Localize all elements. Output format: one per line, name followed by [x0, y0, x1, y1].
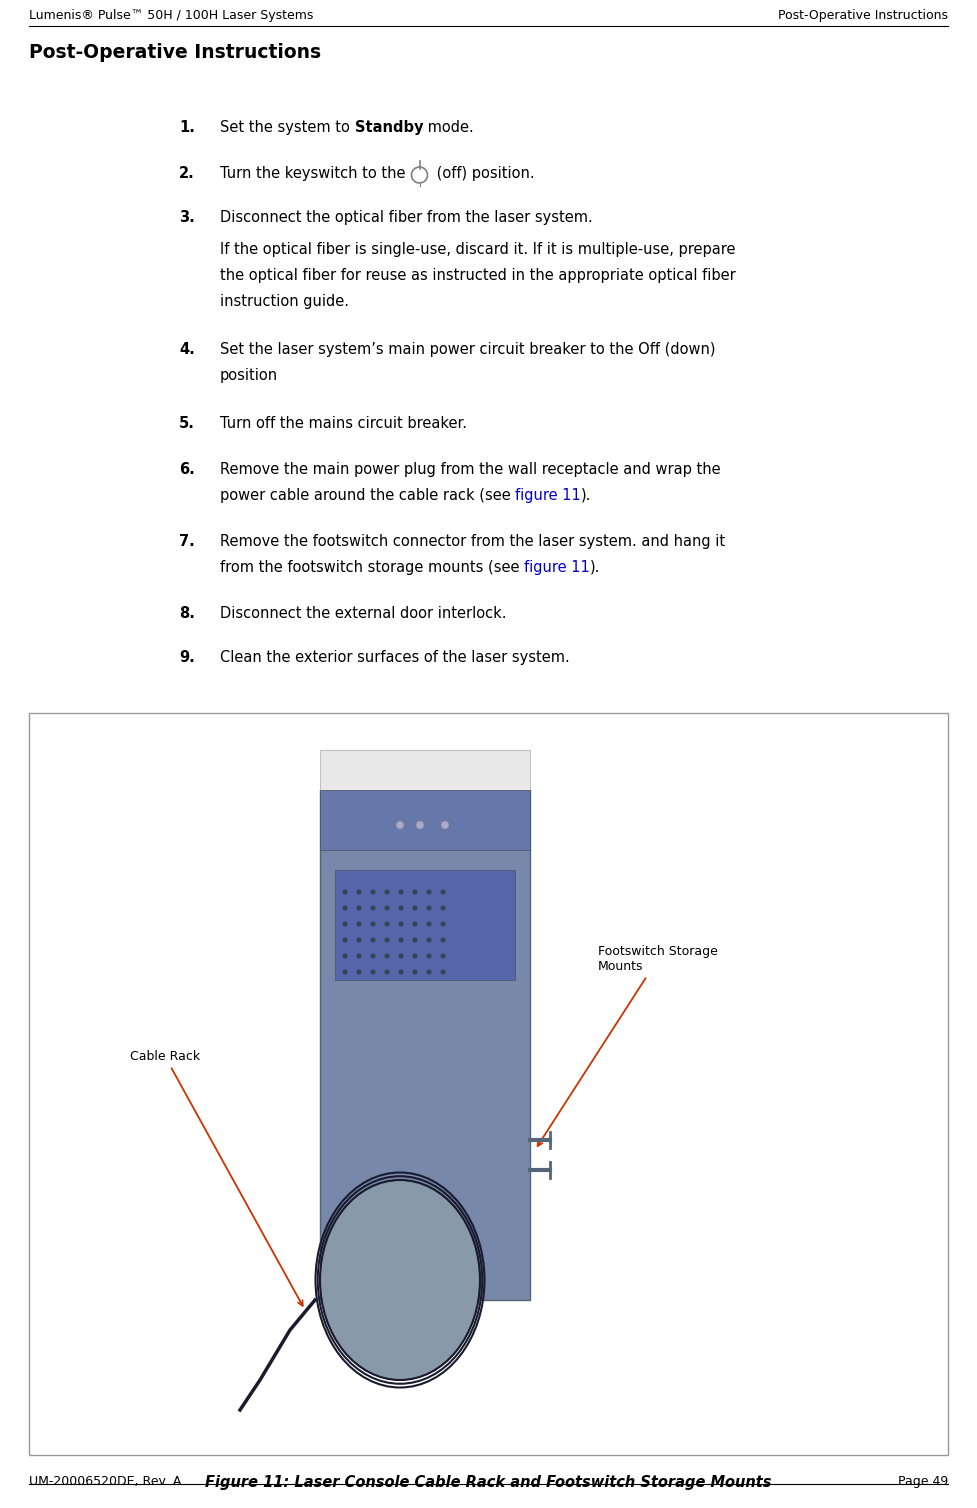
Circle shape: [399, 921, 404, 926]
Circle shape: [357, 938, 361, 942]
Text: Remove the footswitch connector from the laser system. and hang it: Remove the footswitch connector from the…: [220, 534, 725, 549]
Circle shape: [412, 938, 417, 942]
Circle shape: [385, 938, 390, 942]
Circle shape: [441, 890, 446, 894]
Text: 3.: 3.: [179, 210, 195, 225]
Text: Set the system to: Set the system to: [220, 121, 355, 136]
Text: 7.: 7.: [179, 534, 195, 549]
Circle shape: [370, 905, 375, 911]
Circle shape: [385, 905, 390, 911]
Circle shape: [399, 970, 404, 974]
Circle shape: [343, 890, 348, 894]
Text: ).: ).: [581, 489, 591, 504]
Text: ).: ).: [590, 559, 600, 575]
Circle shape: [412, 921, 417, 926]
Text: Turn off the mains circuit breaker.: Turn off the mains circuit breaker.: [220, 416, 467, 431]
Text: 6.: 6.: [179, 461, 195, 477]
Text: Turn the keyswitch to the: Turn the keyswitch to the: [220, 166, 405, 181]
Circle shape: [385, 970, 390, 974]
Circle shape: [385, 921, 390, 926]
Text: Cable Rack: Cable Rack: [130, 1050, 303, 1306]
Bar: [29, 713, 948, 1455]
Text: 4.: 4.: [179, 342, 195, 357]
Circle shape: [399, 890, 404, 894]
Circle shape: [441, 820, 449, 829]
Ellipse shape: [320, 1179, 480, 1380]
Text: Lumenis® Pulse™ 50H / 100H Laser Systems: Lumenis® Pulse™ 50H / 100H Laser Systems: [29, 9, 314, 23]
Text: Set the laser system’s main power circuit breaker to the Off (down): Set the laser system’s main power circui…: [220, 342, 715, 357]
Circle shape: [441, 938, 446, 942]
Circle shape: [441, 970, 446, 974]
Circle shape: [399, 938, 404, 942]
Circle shape: [357, 953, 361, 959]
Circle shape: [357, 905, 361, 911]
Text: power cable around the cable rack (see: power cable around the cable rack (see: [220, 489, 516, 504]
Circle shape: [441, 953, 446, 959]
Circle shape: [357, 970, 361, 974]
Text: position: position: [220, 368, 278, 383]
Bar: [320, 790, 530, 1300]
Circle shape: [343, 921, 348, 926]
Circle shape: [427, 938, 432, 942]
Text: Post-Operative Instructions: Post-Operative Instructions: [29, 44, 321, 62]
Text: Disconnect the external door interlock.: Disconnect the external door interlock.: [220, 606, 506, 621]
Text: figure 11: figure 11: [524, 559, 590, 575]
Circle shape: [370, 970, 375, 974]
Circle shape: [357, 921, 361, 926]
Circle shape: [441, 905, 446, 911]
Circle shape: [399, 953, 404, 959]
Circle shape: [412, 953, 417, 959]
Circle shape: [370, 921, 375, 926]
Text: from the footswitch storage mounts (see: from the footswitch storage mounts (see: [220, 559, 524, 575]
Circle shape: [427, 905, 432, 911]
Text: If the optical fiber is single-use, discard it. If it is multiple-use, prepare: If the optical fiber is single-use, disc…: [220, 241, 736, 256]
Text: Post-Operative Instructions: Post-Operative Instructions: [778, 9, 948, 23]
Text: figure 11: figure 11: [516, 489, 581, 504]
Circle shape: [427, 953, 432, 959]
Text: mode.: mode.: [423, 121, 474, 136]
Text: 8.: 8.: [179, 606, 195, 621]
Circle shape: [441, 921, 446, 926]
Circle shape: [370, 938, 375, 942]
Text: 5.: 5.: [179, 416, 195, 431]
Text: 2.: 2.: [179, 166, 195, 181]
Circle shape: [412, 890, 417, 894]
Circle shape: [396, 820, 404, 829]
Circle shape: [412, 970, 417, 974]
Text: 9.: 9.: [179, 650, 195, 665]
Text: Remove the main power plug from the wall receptacle and wrap the: Remove the main power plug from the wall…: [220, 461, 721, 477]
Circle shape: [427, 921, 432, 926]
Circle shape: [427, 890, 432, 894]
Circle shape: [343, 905, 348, 911]
Text: Page 49: Page 49: [898, 1475, 948, 1488]
Bar: [320, 749, 530, 790]
Circle shape: [412, 905, 417, 911]
Circle shape: [343, 953, 348, 959]
Text: the optical fiber for reuse as instructed in the appropriate optical fiber: the optical fiber for reuse as instructe…: [220, 268, 736, 284]
Circle shape: [416, 820, 424, 829]
Circle shape: [385, 953, 390, 959]
Text: Clean the exterior surfaces of the laser system.: Clean the exterior surfaces of the laser…: [220, 650, 570, 665]
Text: UM-20006520DE, Rev. A: UM-20006520DE, Rev. A: [29, 1475, 182, 1488]
Circle shape: [370, 890, 375, 894]
Circle shape: [343, 970, 348, 974]
Circle shape: [385, 890, 390, 894]
Bar: [320, 790, 530, 851]
Circle shape: [399, 905, 404, 911]
Text: Footswitch Storage
Mounts: Footswitch Storage Mounts: [537, 946, 718, 1146]
Text: 1.: 1.: [179, 121, 195, 136]
Bar: [335, 870, 515, 980]
Circle shape: [343, 938, 348, 942]
Text: instruction guide.: instruction guide.: [220, 294, 349, 309]
Circle shape: [427, 970, 432, 974]
Text: Disconnect the optical fiber from the laser system.: Disconnect the optical fiber from the la…: [220, 210, 593, 225]
Text: Standby: Standby: [355, 121, 423, 136]
Text: (off) position.: (off) position.: [432, 166, 534, 181]
Circle shape: [370, 953, 375, 959]
Text: Figure 11: Laser Console Cable Rack and Footswitch Storage Mounts: Figure 11: Laser Console Cable Rack and …: [205, 1475, 771, 1490]
Circle shape: [357, 890, 361, 894]
